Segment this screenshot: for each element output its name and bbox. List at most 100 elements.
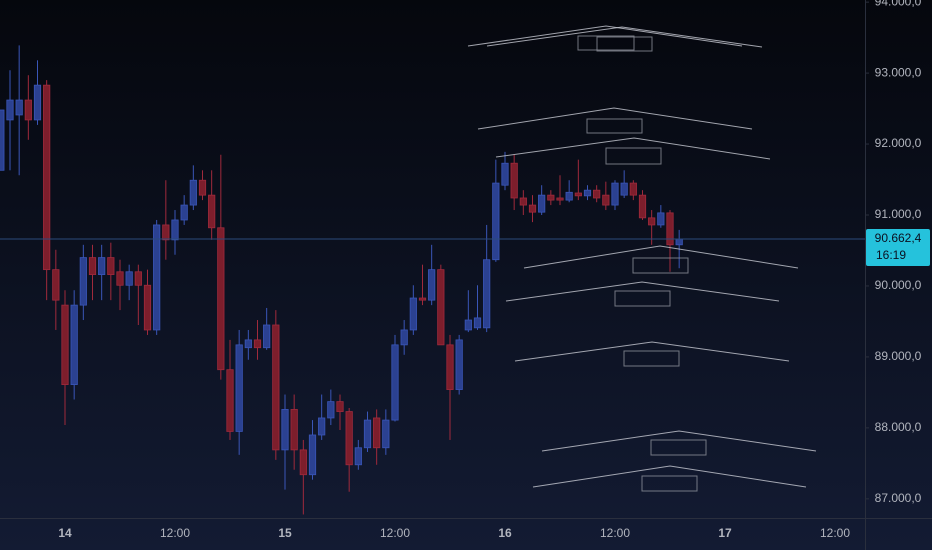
drawing-chevron[interactable] bbox=[505, 281, 780, 302]
drawing-chevron[interactable] bbox=[514, 341, 790, 362]
axes: 87.000,0 88.000,0 89.000,0 90.000,0 91.000,0… bbox=[58, 0, 930, 540]
drawing-chevron[interactable] bbox=[495, 137, 771, 160]
y-tick-label: 89.000,0 bbox=[875, 349, 922, 363]
drawing-rect[interactable] bbox=[577, 35, 635, 51]
drawing-chevron[interactable] bbox=[467, 25, 743, 47]
candle-body bbox=[125, 271, 133, 286]
candle-body bbox=[492, 182, 500, 261]
candle-body bbox=[593, 189, 601, 199]
candle-body bbox=[281, 409, 289, 451]
candle-body bbox=[400, 329, 408, 346]
candle-body bbox=[538, 194, 546, 213]
countdown-label: 16:19 bbox=[876, 248, 906, 262]
candle-body bbox=[253, 339, 262, 349]
y-tick-label: 92.000,0 bbox=[875, 136, 922, 150]
drawing-rect[interactable] bbox=[586, 118, 643, 134]
candle-body bbox=[290, 409, 298, 451]
candle-body bbox=[583, 189, 592, 197]
candle-body bbox=[180, 204, 188, 221]
candle-body bbox=[345, 411, 353, 466]
x-tick-label: 14 bbox=[58, 526, 72, 540]
drawing-chevron[interactable] bbox=[477, 107, 753, 130]
candle-body bbox=[153, 224, 161, 331]
candle-body bbox=[162, 224, 170, 241]
candle-body bbox=[428, 269, 436, 301]
candle-body bbox=[107, 257, 115, 276]
candle-body bbox=[528, 204, 537, 213]
candle-body bbox=[98, 257, 106, 276]
candle-body bbox=[418, 297, 427, 301]
x-tick-label: 12:00 bbox=[600, 526, 630, 540]
candle-body bbox=[134, 271, 142, 286]
candle-body bbox=[235, 344, 243, 432]
drawing-chevron[interactable] bbox=[532, 465, 807, 488]
candle-body bbox=[446, 344, 454, 390]
candle-body bbox=[473, 317, 482, 329]
x-tick-label: 15 bbox=[278, 526, 292, 540]
candle-body bbox=[171, 219, 179, 241]
candle-body bbox=[143, 284, 152, 331]
candle-body bbox=[391, 344, 399, 421]
drawing-rect[interactable] bbox=[650, 439, 707, 456]
candle-body bbox=[308, 434, 317, 476]
candle-body bbox=[547, 194, 555, 201]
drawing-rect[interactable] bbox=[614, 290, 671, 307]
candle-body bbox=[52, 269, 60, 301]
candle-body bbox=[15, 99, 23, 116]
candle-body bbox=[455, 339, 463, 390]
candle-body bbox=[61, 304, 69, 385]
drawing-chevron[interactable] bbox=[541, 430, 817, 452]
drawing-rect[interactable] bbox=[632, 257, 689, 274]
candle-body bbox=[263, 324, 271, 349]
candle-body bbox=[483, 259, 491, 329]
candle-body bbox=[24, 99, 32, 121]
y-tick-label: 91.000,0 bbox=[875, 207, 922, 221]
plot-area bbox=[0, 45, 865, 515]
candle-body bbox=[611, 182, 619, 206]
candle-body bbox=[464, 319, 472, 331]
candle-body bbox=[382, 419, 390, 449]
candle-body bbox=[409, 297, 417, 331]
candle-body bbox=[373, 417, 381, 449]
x-tick-label: 17 bbox=[718, 526, 732, 540]
candle-body bbox=[6, 99, 14, 121]
candle-body bbox=[272, 324, 280, 451]
candle-body bbox=[208, 194, 216, 229]
y-tick-label: 88.000,0 bbox=[875, 420, 922, 434]
drawing-rect[interactable] bbox=[596, 36, 653, 52]
drawing-chevron[interactable] bbox=[486, 26, 763, 48]
candle-body bbox=[70, 304, 78, 385]
candle-body bbox=[657, 212, 665, 226]
candle-body bbox=[336, 401, 344, 412]
price-badge-label: 90.662,4 bbox=[875, 231, 922, 245]
candle-body bbox=[88, 257, 97, 276]
candle-body bbox=[116, 271, 124, 286]
candle-body bbox=[565, 191, 573, 201]
y-tick-label: 94.000,0 bbox=[875, 0, 922, 8]
drawing-rect[interactable] bbox=[623, 350, 680, 367]
candle-body bbox=[299, 449, 307, 476]
candle-body bbox=[519, 197, 527, 206]
candle-body bbox=[648, 217, 656, 226]
candle-body bbox=[363, 419, 372, 449]
drawing-rect[interactable] bbox=[605, 147, 662, 165]
candle-body bbox=[226, 369, 234, 432]
candle-body bbox=[510, 162, 518, 199]
candle-body bbox=[198, 179, 207, 196]
candle-body bbox=[354, 447, 362, 466]
candle-body bbox=[629, 182, 637, 196]
x-tick-label: 16 bbox=[498, 526, 512, 540]
candle-body bbox=[33, 84, 42, 121]
candle-body bbox=[501, 162, 509, 186]
y-tick-label: 87.000,0 bbox=[875, 491, 922, 505]
candle-body bbox=[602, 194, 610, 206]
candle-body bbox=[675, 238, 683, 246]
candle-body bbox=[189, 179, 197, 206]
candle-body bbox=[318, 417, 326, 436]
drawing-chevron[interactable] bbox=[523, 245, 799, 269]
y-tick-label: 93.000,0 bbox=[875, 65, 922, 79]
drawing-rect[interactable] bbox=[641, 475, 698, 492]
x-tick-label: 12:00 bbox=[380, 526, 410, 540]
